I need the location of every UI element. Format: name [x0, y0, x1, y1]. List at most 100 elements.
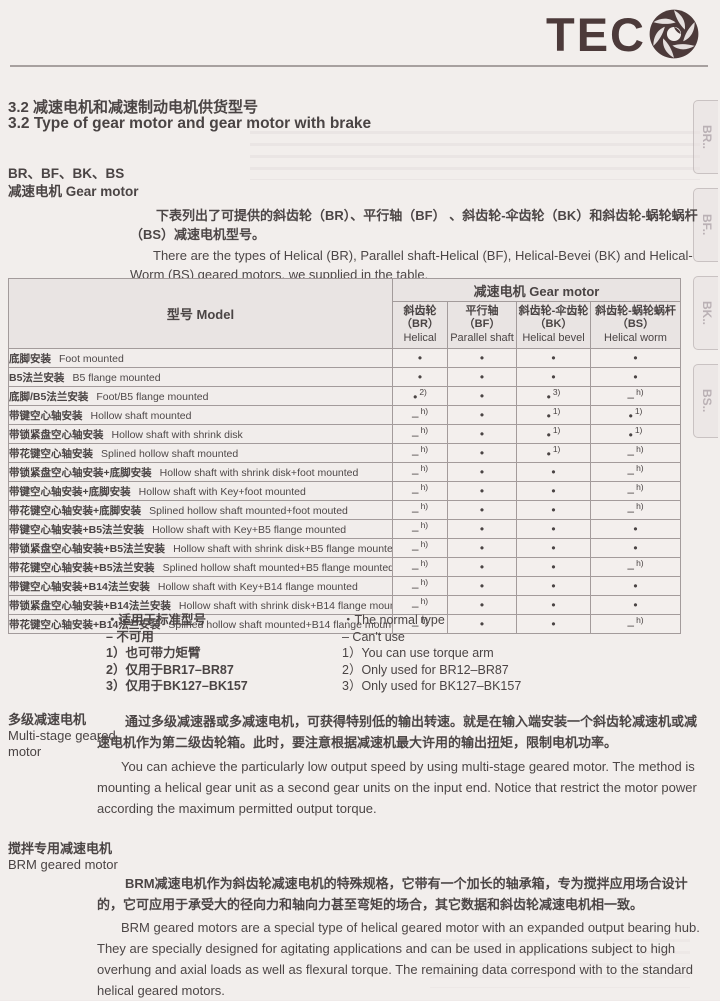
- mounting-label-en: Foot/B5 flange mounted: [96, 391, 209, 403]
- available-dot: •: [551, 351, 556, 365]
- mounting-label-cn: 带锁紧盘空心轴安装+底脚安装: [9, 467, 152, 479]
- availability-cell: •: [447, 443, 517, 463]
- table-row: 带花键空心轴安装+底脚安装 Splined hollow shaft mounte…: [8, 500, 681, 520]
- footnote-ref: h): [420, 406, 429, 416]
- not-available-dash: –: [627, 466, 635, 480]
- mounting-type-label: 带花键空心轴安装+B5法兰安装 Splined hollow shaft moun…: [8, 557, 393, 577]
- available-dot: •: [479, 427, 485, 441]
- footnote-ref: h): [420, 501, 429, 511]
- availability-cell: •: [516, 576, 591, 596]
- available-dot: •: [546, 447, 551, 461]
- mounting-label-cn: 带键空心轴安装+B5法兰安装: [9, 524, 145, 536]
- legend-note-line: 1）You can use torque arm: [342, 646, 494, 660]
- table-row: 带键空心轴安装+B5法兰安装 Hollow shaft with Key+B5 f…: [8, 519, 681, 539]
- legend-notes-en: ・The normal type – Can't use 1）You can use…: [342, 612, 521, 695]
- availability-cell: – h): [392, 481, 448, 501]
- column-header-code: （BS）: [616, 318, 655, 331]
- available-dot: •: [551, 465, 556, 479]
- available-dot: •: [633, 579, 638, 593]
- mounting-type-label: 带锁紧盘空心轴安装+B14法兰安装 Hollow shaft with shrin…: [8, 595, 393, 615]
- availability-cell: – h): [590, 462, 681, 482]
- availability-cell: •: [590, 367, 681, 387]
- availability-cell: – h): [392, 424, 448, 444]
- mounting-label-cn: 带花键空心轴安装+B5法兰安装: [9, 562, 155, 574]
- mounting-label-cn: 带锁紧盘空心轴安装+B14法兰安装: [9, 600, 171, 612]
- footnote-ref: h): [420, 520, 429, 530]
- footnote-ref: 1): [552, 406, 561, 416]
- availability-cell: – h): [590, 500, 681, 520]
- table-row: 带花键空心轴安装+B14法兰安装 Splined hollow shaft mou…: [8, 614, 681, 634]
- mounting-label-en: B5 flange mounted: [72, 372, 161, 384]
- table-row: 带键空心轴安装 Hollow shaft mounted – h) • • 1) • 1): [8, 405, 681, 425]
- footnote-ref: h): [420, 577, 429, 587]
- mounting-label-cn: 带锁紧盘空心轴安装: [9, 429, 104, 441]
- availability-cell: – h): [392, 595, 448, 615]
- footnote-ref: h): [420, 425, 429, 435]
- not-available-dash: –: [627, 447, 635, 461]
- available-dot: •: [413, 390, 418, 404]
- table-row: 底脚安装 Foot mounted • • • •: [8, 348, 681, 368]
- header-divider: [10, 65, 708, 67]
- availability-cell: – h): [590, 557, 681, 577]
- column-header-en: Helical worm: [604, 331, 667, 344]
- available-dot: •: [551, 560, 556, 574]
- mounting-label-en: Splined hollow shaft mounted+B5 flange m…: [162, 562, 393, 574]
- not-available-dash: –: [411, 618, 419, 632]
- column-header-cn: 斜齿轮-蜗轮蜗杆: [595, 304, 676, 317]
- side-tab: BR..: [693, 100, 718, 174]
- mounting-type-label: 带键空心轴安装 Hollow shaft mounted: [8, 405, 393, 425]
- available-dot: •: [479, 446, 485, 460]
- mounting-type-label: 底脚/B5法兰安装 Foot/B5 flange mounted: [8, 386, 393, 406]
- not-available-dash: –: [411, 542, 419, 556]
- not-available-dash: –: [411, 523, 419, 537]
- mounting-type-label: B5法兰安装 B5 flange mounted: [8, 367, 393, 387]
- side-tabs: BR.. BF.. BK.. BS..: [693, 100, 719, 452]
- table-row: 带锁紧盘空心轴安装+B5法兰安装 Hollow shaft with shrink…: [8, 538, 681, 558]
- availability-cell: •: [516, 348, 591, 368]
- availability-cell: •: [447, 405, 517, 425]
- available-dot: •: [479, 598, 485, 612]
- not-available-dash: –: [411, 580, 419, 594]
- side-tab: BF..: [693, 188, 718, 262]
- available-dot: •: [551, 370, 556, 384]
- table-row: 带花键空心轴安装+B5法兰安装 Splined hollow shaft moun…: [8, 557, 681, 577]
- mounting-type-label: 底脚安装 Foot mounted: [8, 348, 393, 368]
- availability-cell: •: [516, 367, 591, 387]
- not-available-dash: –: [411, 409, 419, 423]
- mounting-label-en: Hollow shaft with shrink disk+B14 flange…: [178, 600, 393, 612]
- model-column-header: 型号 Model: [8, 278, 393, 349]
- available-dot: •: [417, 351, 423, 365]
- availability-cell: •: [447, 576, 517, 596]
- available-dot: •: [479, 408, 485, 422]
- table-column-header: 平行轴 （BF） Parallel shaft: [447, 301, 517, 349]
- mounting-label-cn: 带键空心轴安装+底脚安装: [9, 486, 131, 498]
- available-dot: •: [633, 541, 638, 555]
- footnote-ref: h): [420, 558, 429, 568]
- availability-cell: – h): [392, 576, 448, 596]
- not-available-dash: –: [627, 390, 635, 404]
- mounting-label-en: Hollow shaft with shrink disk: [111, 429, 243, 441]
- footnote-ref: h): [420, 596, 429, 606]
- mounting-type-label: 带花键空心轴安装+B14法兰安装 Splined hollow shaft mou…: [8, 614, 393, 634]
- footnote-ref: h): [420, 615, 429, 625]
- model-codes: BR、BF、BK、BS: [8, 166, 125, 181]
- table-column-header: 斜齿轮-伞齿轮 （BK） Helical bevel: [516, 301, 591, 349]
- footnote-ref: 1): [634, 425, 643, 435]
- availability-cell: •: [590, 576, 681, 596]
- column-header-en: Helical: [403, 331, 437, 344]
- available-dot: •: [551, 541, 556, 555]
- table-row: 底脚/B5法兰安装 Foot/B5 flange mounted • 2) • • 3) – h…: [8, 386, 681, 406]
- available-dot: •: [633, 598, 638, 612]
- mounting-label-cn: 带花键空心轴安装: [9, 448, 94, 460]
- not-available-dash: –: [411, 561, 419, 575]
- availability-cell: • 2): [392, 386, 448, 406]
- availability-cell: •: [447, 348, 517, 368]
- mounting-label-cn: B5法兰安装: [9, 372, 65, 384]
- available-dot: •: [551, 484, 556, 498]
- availability-cell: – h): [392, 405, 448, 425]
- not-available-dash: –: [411, 485, 419, 499]
- availability-cell: • 1): [516, 443, 591, 463]
- availability-cell: – h): [392, 462, 448, 482]
- column-header-code: （BK）: [534, 318, 573, 331]
